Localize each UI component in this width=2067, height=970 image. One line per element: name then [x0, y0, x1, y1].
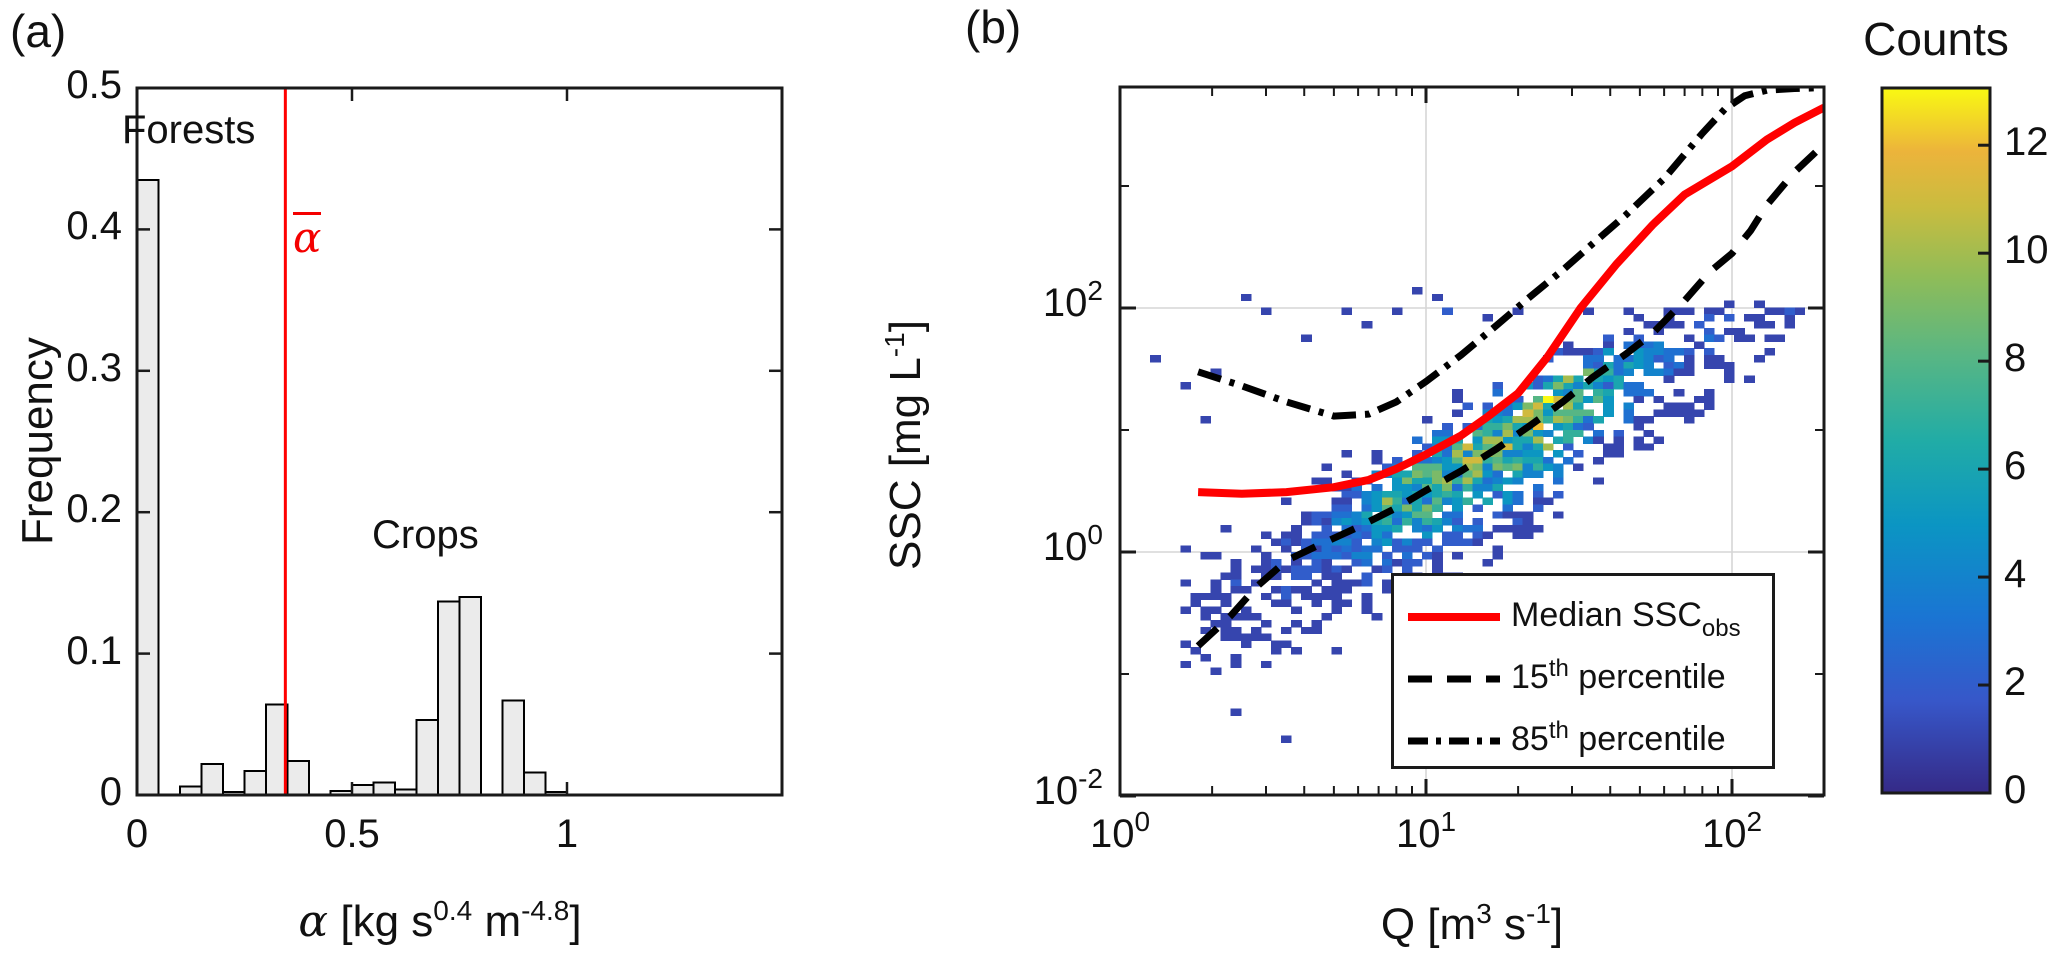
- ssc-axis-label: SSC [mg L-1]: [879, 320, 930, 570]
- heatmap-cells: [1150, 287, 1806, 743]
- curve-p85: [1197, 87, 1824, 420]
- panel-a-ytick-label: 0: [99, 770, 122, 814]
- colorbar-tick-label: 2: [2004, 660, 2027, 705]
- panel-b-ytick-label: 102: [1042, 275, 1103, 325]
- q-axis-label: Q [m3 s-1]: [1380, 898, 1564, 949]
- panel-a-letter: (a): [10, 5, 67, 57]
- histogram-bar: [437, 600, 461, 796]
- legend-line-p85-dashdot: [1408, 737, 1500, 745]
- panel-b-ytick-label: 10-2: [1033, 763, 1103, 813]
- colorbar-gradient: [1882, 88, 1990, 793]
- histogram-bar: [200, 762, 224, 797]
- panel-a-ytick-label: 0.3: [66, 345, 122, 390]
- histogram-bar: [523, 771, 547, 796]
- legend-line-median-solid: [1408, 613, 1500, 621]
- colorbar-tick-label: 4: [2004, 552, 2027, 597]
- forests-annotation: Forests: [122, 108, 256, 152]
- alpha-bar-annotation: α: [293, 212, 322, 262]
- colorbar-tick-label: 8: [2004, 336, 2027, 381]
- legend: Median SSCobs 15th percentile 85th perce…: [1391, 573, 1775, 769]
- alpha-axis-label: α [kg s0.4 m-4.8]: [298, 895, 582, 947]
- histogram-bar: [501, 699, 525, 797]
- panel-b-box: [1118, 85, 1826, 797]
- panel-a-xtick-label: 1: [555, 812, 579, 856]
- legend-entry-p15: 15th percentile: [1394, 655, 1772, 698]
- panel-a-ytick-label: 0.4: [66, 204, 122, 249]
- histogram-bar: [415, 719, 439, 796]
- histogram-bar: [243, 769, 267, 796]
- histogram-bar: [458, 596, 482, 796]
- panel-a-xtick-label: 0: [125, 812, 149, 856]
- legend-label-p15: 15th percentile: [1511, 655, 1726, 696]
- legend-entry-median: Median SSCobs: [1394, 596, 1772, 642]
- panel-b-xtick-label: 101: [1395, 806, 1457, 856]
- colorbar-tick-label: 0: [2004, 768, 2027, 812]
- panel-b-letter: (b): [965, 1, 1022, 53]
- histogram-bar: [372, 781, 396, 796]
- legend-entry-p85: 85th percentile: [1394, 717, 1772, 760]
- histogram-bars: [136, 178, 568, 797]
- colorbar-tick-label: 6: [2004, 444, 2027, 489]
- curve-p15: [1195, 141, 1824, 649]
- colorbar-tick-label: 12: [2004, 120, 2049, 165]
- panel-b-xtick-label: 102: [1701, 806, 1763, 856]
- colorbar-title: Counts: [1863, 13, 2009, 65]
- colorbar-box: [1880, 86, 1992, 795]
- curve-median: [1197, 103, 1824, 498]
- colorbar-tick-label: 10: [2004, 228, 2049, 273]
- legend-line-p15-dashed: [1408, 675, 1500, 683]
- crops-annotation: Crops: [372, 513, 479, 557]
- histogram-bar: [136, 178, 160, 797]
- legend-label-p85: 85th percentile: [1511, 717, 1726, 758]
- panel-a-box: [135, 86, 784, 797]
- panel-a-xtick-label: 0.5: [324, 812, 380, 856]
- legend-label-median: Median SSCobs: [1511, 596, 1741, 642]
- panel-a-ytick-label: 0.1: [66, 628, 122, 673]
- panel-b-xtick-label: 100: [1089, 806, 1151, 856]
- panel-a-ytick-label: 0.5: [66, 63, 122, 107]
- panel-b-ytick-label: 100: [1042, 519, 1103, 569]
- panel-a-ytick-label: 0.2: [66, 487, 122, 532]
- histogram-bar: [286, 760, 310, 797]
